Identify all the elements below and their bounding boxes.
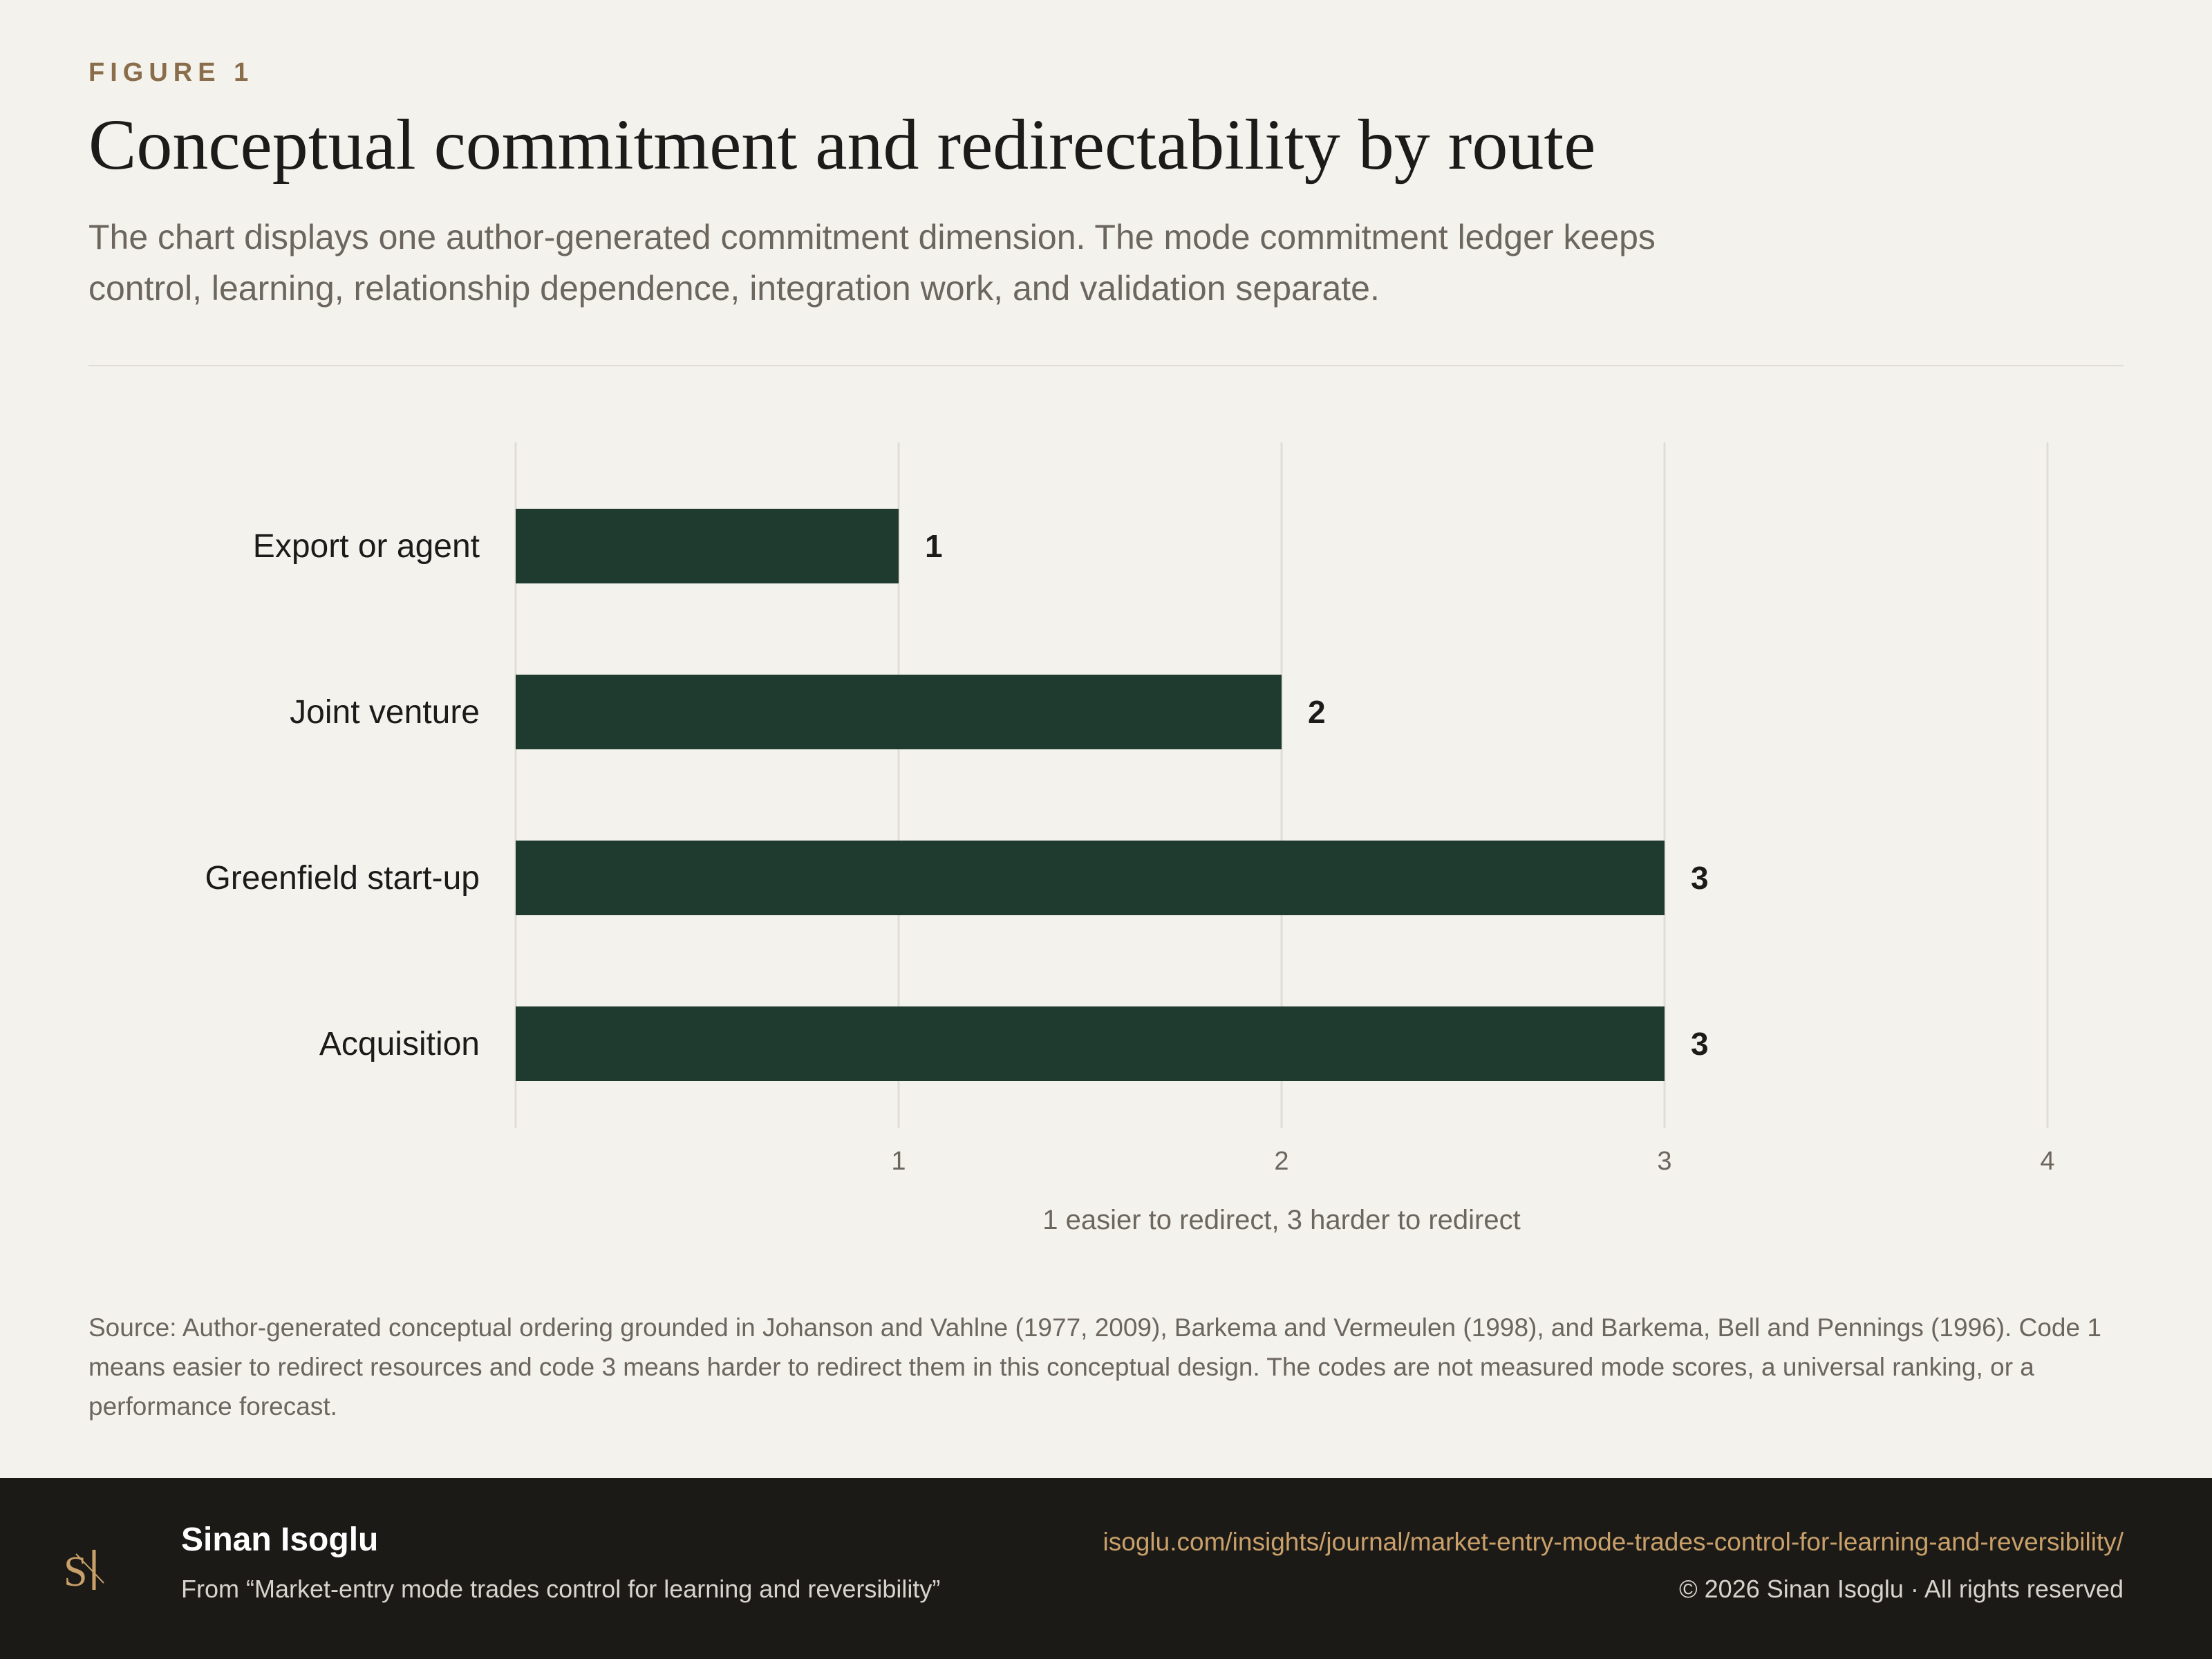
svg-text:S: S: [64, 1548, 87, 1595]
divider: [88, 365, 2124, 366]
category-label: Greenfield start-up: [205, 860, 480, 897]
source-note: Source: Author-generated conceptual orde…: [88, 1313, 2101, 1421]
bar: [516, 509, 899, 583]
bar-chart: 1 2 3 4 Export or agent 1 Joint venture 2 Greenf…: [205, 442, 2055, 1235]
data-label: 2: [1308, 694, 1326, 730]
article-reference: From “Market-entry mode trades control f…: [181, 1575, 941, 1603]
article-link[interactable]: isoglu.com/insights/journal/market-entry…: [1103, 1528, 2124, 1556]
chart-title: Conceptual commitment and redirectabilit…: [88, 105, 1596, 185]
footer: S Sinan Isoglu From “Market-entry mode t…: [0, 1478, 2212, 1659]
category-label: Acquisition: [319, 1026, 480, 1062]
bar: [516, 1006, 1665, 1081]
data-label: 3: [1691, 860, 1709, 896]
category-label: Joint venture: [290, 694, 480, 731]
bar: [516, 675, 1282, 749]
category-label: Export or agent: [253, 528, 480, 565]
figure-label: FIGURE 1: [88, 58, 254, 87]
x-axis-label: 1 easier to redirect, 3 harder to redire…: [1042, 1205, 1520, 1235]
x-tick-label: 1: [891, 1147, 906, 1176]
si-monogram-icon: S: [64, 1548, 104, 1595]
author-name: Sinan Isoglu: [181, 1521, 379, 1558]
bar: [516, 841, 1665, 915]
data-label: 1: [925, 528, 943, 564]
x-tick-label: 2: [1274, 1147, 1288, 1176]
x-tick-label: 4: [2040, 1147, 2054, 1176]
x-tick-label: 3: [1657, 1147, 1671, 1176]
copyright: © 2026 Sinan Isoglu · All rights reserve…: [1679, 1575, 2124, 1603]
data-label: 3: [1691, 1026, 1709, 1062]
chart-subtitle: The chart displays one author-generated …: [88, 218, 1656, 308]
